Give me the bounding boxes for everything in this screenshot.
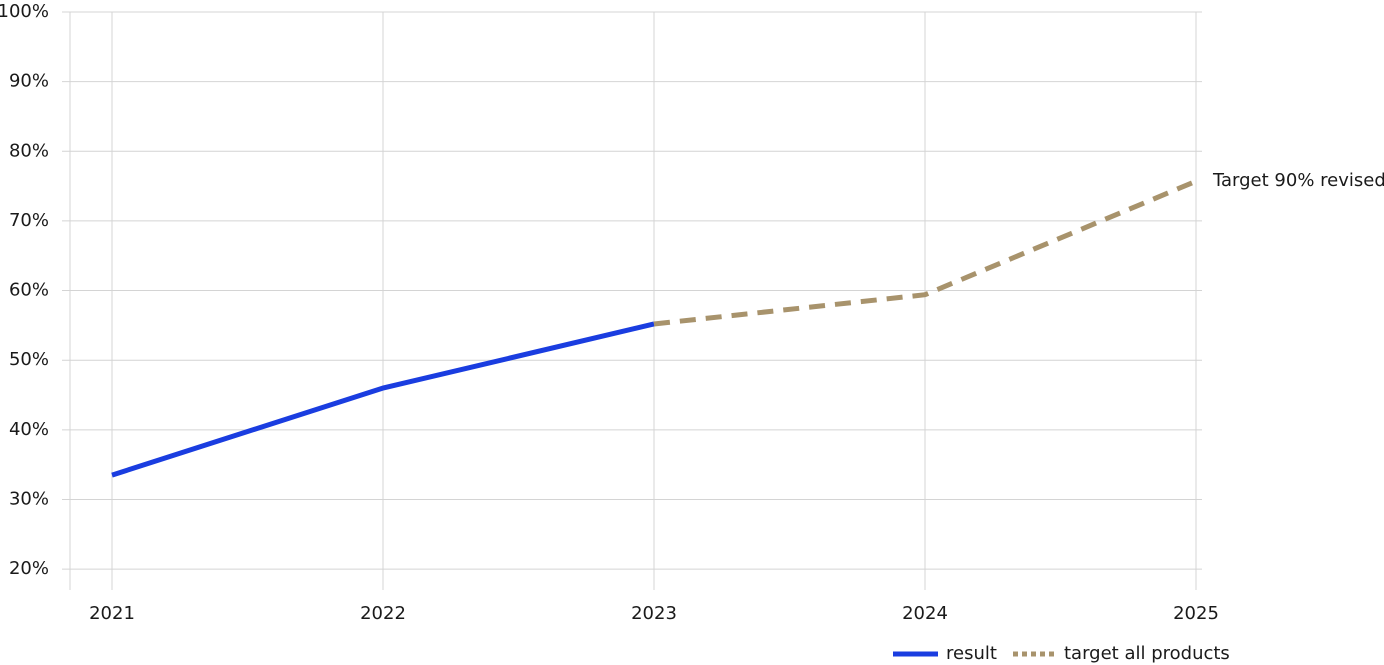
- y-tick-label: 50%: [9, 349, 49, 370]
- legend-label: result: [946, 643, 997, 664]
- x-tick-label: 2022: [360, 603, 406, 624]
- y-tick-label: 30%: [9, 488, 49, 509]
- y-tick-label: 60%: [9, 280, 49, 301]
- legend-label: target all products: [1064, 643, 1230, 664]
- x-tick-label: 2023: [631, 603, 677, 624]
- y-tick-label: 100%: [0, 1, 49, 22]
- y-tick-label: 80%: [9, 140, 49, 161]
- y-tick-label: 40%: [9, 419, 49, 440]
- x-tick-label: 2024: [902, 603, 948, 624]
- series-line: [653, 178, 1197, 327]
- annotation: Target 90% revised: [1212, 170, 1384, 191]
- x-tick-label: 2021: [89, 603, 135, 624]
- x-tick-label: 2025: [1173, 603, 1219, 624]
- series-line: [111, 321, 655, 478]
- y-tick-label: 70%: [9, 210, 49, 231]
- y-tick-label: 20%: [9, 558, 49, 579]
- y-tick-label: 90%: [9, 71, 49, 92]
